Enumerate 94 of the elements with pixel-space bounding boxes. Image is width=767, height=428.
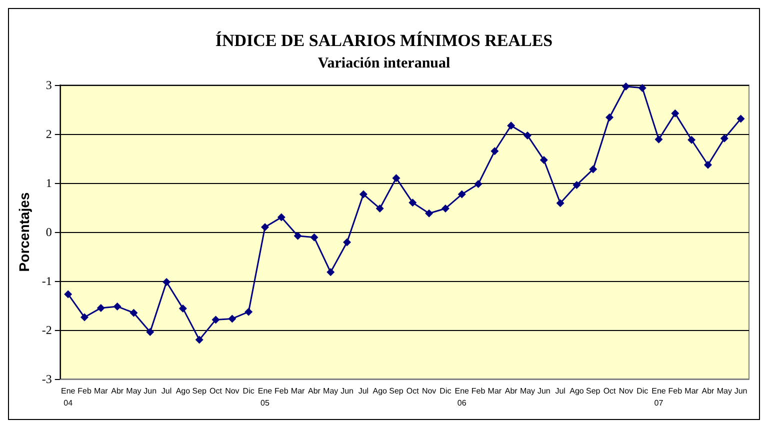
chart-title: ÍNDICE DE SALARIOS MÍNIMOS REALES (215, 31, 553, 50)
point (458, 190, 466, 198)
x-tick-label: Ago (372, 386, 388, 396)
point (490, 147, 499, 156)
x-tick-label: Dic (636, 386, 648, 396)
x-tick-label: Feb (78, 386, 92, 396)
point (113, 302, 122, 310)
point (392, 174, 400, 182)
x-tick-label: Abr (308, 386, 321, 396)
point (671, 109, 680, 118)
point (260, 223, 269, 232)
x-tick-label: Jun (144, 386, 157, 396)
point (441, 204, 450, 212)
point (704, 160, 712, 169)
point (80, 313, 89, 322)
point (408, 198, 417, 207)
x-tick-label: Abr (504, 386, 518, 396)
point (688, 136, 696, 144)
x-tick-label: Nov (618, 386, 634, 396)
y-tick-label: -1 (42, 274, 52, 288)
x-tick-label: Ene 07 (652, 386, 666, 408)
x-tick-label: Ene 06 (454, 386, 470, 408)
point (736, 114, 745, 123)
point (228, 314, 236, 323)
point (130, 308, 138, 317)
point (244, 308, 253, 316)
y-axis-title: Porcentajes (16, 192, 32, 272)
x-tick-label: Ago (176, 386, 191, 396)
point (310, 233, 318, 242)
point (540, 156, 548, 164)
x-tick-label: Abr (702, 386, 715, 396)
point (589, 165, 598, 174)
point (425, 209, 434, 218)
point (294, 232, 302, 240)
y-tick-label: -3 (42, 372, 52, 386)
x-tick-label: Feb (471, 386, 486, 396)
x-tick-label: Oct (603, 386, 617, 396)
point (638, 84, 646, 92)
chart-subtitle: Variación interanual (318, 56, 450, 72)
x-tick-label: Jun (734, 386, 748, 396)
x-tick-label: Ene 04 (60, 386, 76, 408)
point (376, 204, 384, 212)
point (146, 328, 154, 336)
x-tick-label: Jul (161, 386, 172, 396)
x-tick-label: Nov (422, 386, 436, 396)
x-tick-label: Sep (389, 386, 404, 396)
x-tick-label: Sep (192, 386, 208, 396)
x-tick-label: Mar (290, 386, 306, 396)
x-tick-label: Dic (242, 386, 254, 396)
x-tick-label: Nov (225, 386, 240, 396)
x-tick-label: Oct (210, 386, 223, 396)
x-tick-label: Feb (668, 386, 683, 396)
y-tick-label: 3 (46, 78, 52, 92)
y-tick-label: 1 (46, 176, 52, 190)
x-tick-label: Ago (570, 386, 584, 396)
point (524, 131, 532, 140)
point (195, 336, 204, 344)
point (343, 238, 352, 246)
point (572, 180, 581, 189)
x-tick-label: Ene 05 (258, 386, 273, 408)
x-tick-label: Sep (586, 386, 601, 396)
point (654, 135, 663, 144)
point (178, 304, 187, 312)
x-tick-label: Jun (537, 386, 550, 396)
point (622, 82, 630, 90)
x-tick-label: Abr (111, 386, 124, 396)
x-tick-label: Feb (274, 386, 289, 396)
x-tick-label: Mar (94, 386, 108, 396)
x-tick-label: May (323, 386, 338, 396)
x-tick-label: Jul (555, 386, 566, 396)
point (359, 190, 368, 198)
x-tick-label: Jun (340, 386, 354, 396)
point (720, 134, 728, 142)
x-tick-label: May (126, 386, 142, 396)
y-tick-label: 2 (46, 127, 52, 141)
y-tick-label: -2 (42, 323, 52, 337)
x-tick-label: Mar (488, 386, 502, 396)
y-tick-label: 0 (46, 225, 52, 239)
point (474, 180, 482, 188)
point (556, 199, 564, 208)
x-tick-label: May (520, 386, 536, 396)
point (96, 304, 105, 312)
x-tick-label: Mar (684, 386, 699, 396)
point (606, 113, 614, 122)
point (212, 316, 220, 324)
point (507, 122, 516, 130)
x-tick-label: Oct (406, 386, 420, 396)
point (64, 290, 72, 298)
x-tick-label: May (716, 386, 732, 396)
x-tick-label: Jul (358, 386, 369, 396)
x-tick-label: Dic (440, 386, 452, 396)
point (326, 268, 335, 276)
point (162, 278, 171, 286)
point (277, 213, 286, 222)
